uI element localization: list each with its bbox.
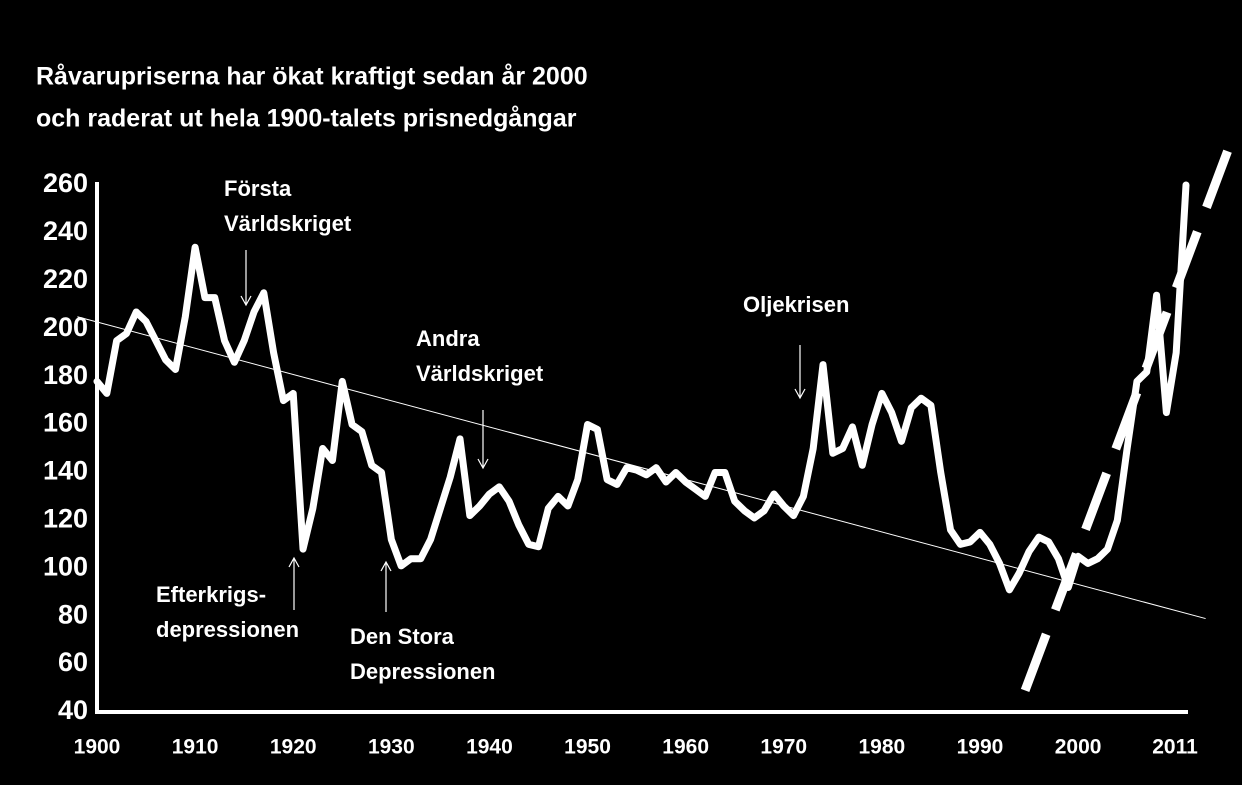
arrow — [288, 556, 300, 610]
y-tick-label: 240 — [43, 216, 88, 246]
arrow — [380, 560, 392, 612]
x-tick-label: 1920 — [270, 736, 317, 759]
chart-title: och raderat ut hela 1900-talets prisnedg… — [36, 105, 577, 133]
y-tick-label: 140 — [43, 456, 88, 486]
y-tick-label: 220 — [43, 264, 88, 294]
y-tick-label: 200 — [43, 312, 88, 342]
x-tick-label: 1900 — [74, 736, 121, 759]
x-tick-label: 2011 — [1152, 736, 1198, 759]
arrow — [477, 410, 489, 470]
trend-line — [77, 316, 1206, 620]
x-tick-label: 1980 — [859, 736, 906, 759]
annotation: Den Stora — [350, 624, 455, 649]
data-line — [93, 181, 1190, 594]
annotation: Första — [224, 176, 292, 201]
y-tick-label: 180 — [43, 360, 88, 390]
arrow — [794, 345, 806, 400]
annotation: Andra — [416, 326, 480, 351]
y-tick-label: 60 — [58, 647, 88, 677]
x-tick-label: 1910 — [172, 736, 219, 759]
annotation: Depressionen — [350, 659, 496, 684]
annotation: Världskriget — [416, 361, 544, 386]
annotation: Efterkrigs- — [156, 582, 266, 607]
annotation: Världskriget — [224, 211, 352, 236]
x-tick-label: 1930 — [368, 736, 415, 759]
y-tick-label: 40 — [58, 695, 88, 725]
y-tick-label: 120 — [43, 503, 88, 533]
annotation: Oljekrisen — [743, 292, 849, 317]
y-tick-label: 80 — [58, 599, 88, 629]
arrows — [240, 250, 806, 612]
annotation: depressionen — [156, 617, 299, 642]
trend-line — [1020, 142, 1235, 693]
arrow — [240, 250, 252, 307]
y-tick-label: 100 — [43, 551, 88, 581]
x-tick-label: 1940 — [466, 736, 513, 759]
x-tick-label: 1990 — [957, 736, 1004, 759]
y-tick-label: 160 — [43, 408, 88, 438]
x-tick-label: 2000 — [1055, 736, 1102, 759]
x-tick-label: 1950 — [564, 736, 611, 759]
chart-title: Råvarupriserna har ökat kraftigt sedan å… — [36, 63, 588, 91]
x-tick-label: 1960 — [662, 736, 709, 759]
y-tick-label: 260 — [43, 168, 88, 198]
x-tick-label: 1970 — [760, 736, 807, 759]
